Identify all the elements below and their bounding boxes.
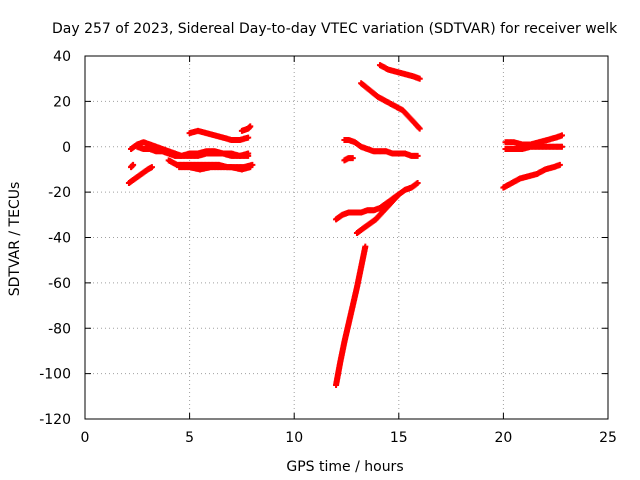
x-tick-labels: 0 5 10 15 20 25 [81, 430, 617, 446]
data-point [556, 161, 563, 168]
chart-title: Day 257 of 2023, Sidereal Day-to-day VTE… [52, 21, 618, 37]
data-point [247, 123, 254, 130]
x-tick-label: 15 [390, 430, 408, 446]
data-point [148, 164, 155, 171]
ticks [84, 55, 609, 420]
data-point [362, 243, 369, 250]
x-tick-label: 20 [494, 430, 512, 446]
y-tick-label: -80 [48, 321, 71, 337]
data-point [416, 75, 423, 82]
data-point [395, 191, 402, 198]
y-tick-label: -40 [48, 231, 71, 247]
y-tick-label: -100 [39, 367, 71, 383]
data-point [558, 143, 565, 150]
data-point [130, 161, 137, 168]
y-tick-label: 40 [53, 49, 71, 65]
data-point [416, 125, 423, 132]
y-tick-label: -60 [48, 276, 71, 292]
data-point [247, 164, 254, 171]
y-tick-label: -120 [39, 412, 71, 428]
data-point [349, 155, 356, 162]
y-tick-label: 20 [53, 94, 71, 110]
data-point [414, 152, 421, 159]
x-tick-label: 25 [599, 430, 617, 446]
data-point [245, 150, 252, 157]
y-axis-label: SDTVAR / TECUs [7, 182, 23, 297]
y-tick-label: -20 [48, 185, 71, 201]
y-tick-labels: -120 -100 -80 -60 -40 -20 0 20 40 [39, 49, 71, 428]
grid [85, 56, 608, 419]
y-tick-label: 0 [62, 140, 71, 156]
data-point [245, 134, 252, 141]
x-tick-label: 10 [285, 430, 303, 446]
x-axis-label: GPS time / hours [286, 459, 403, 475]
data-point [558, 132, 565, 139]
data-point [414, 180, 421, 187]
data-points [125, 62, 565, 388]
x-tick-label: 5 [185, 430, 194, 446]
x-tick-label: 0 [81, 430, 90, 446]
